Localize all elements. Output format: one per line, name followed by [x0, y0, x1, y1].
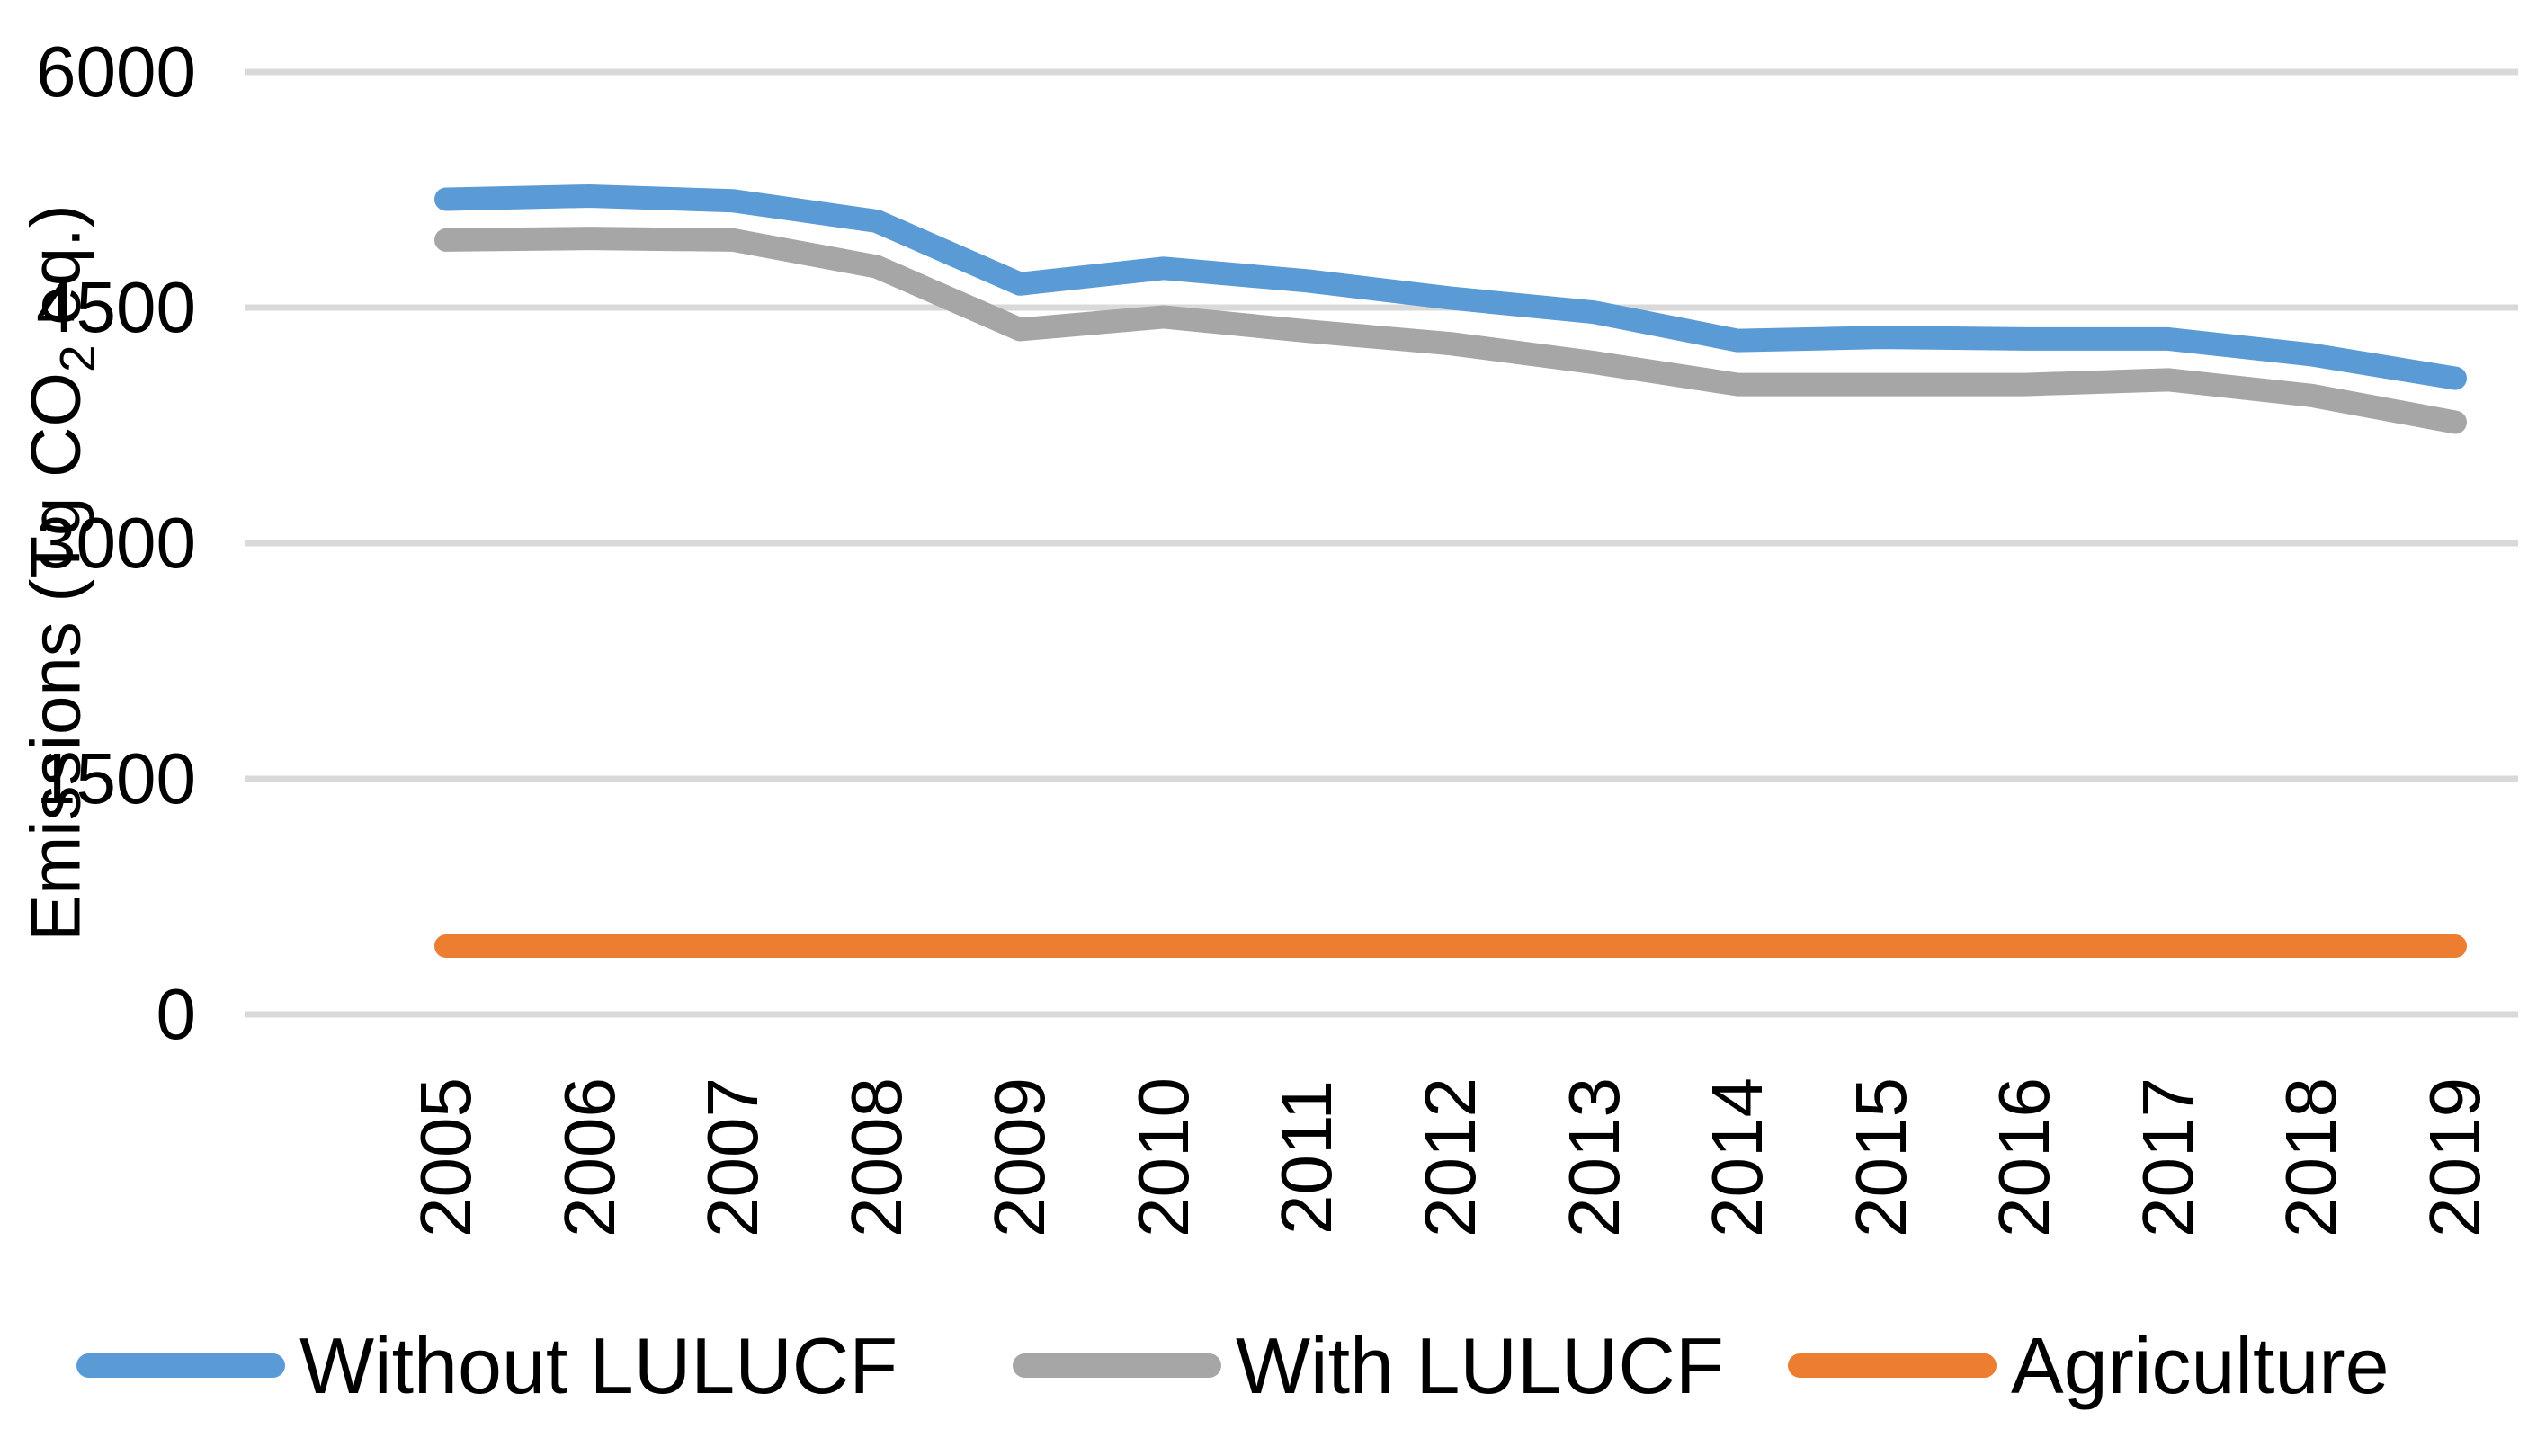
series-line-with-lulucf — [434, 227, 2467, 434]
y-tick-label-1500: 1500 — [36, 738, 196, 818]
x-tick-label-2007: 2007 — [692, 1077, 773, 1237]
y-tick-label-6000: 6000 — [36, 31, 196, 112]
series-line-without-lulucf — [434, 183, 2467, 390]
legend-item-with-lulucf: With LULUCF — [1013, 1318, 1724, 1413]
x-tick-label-2005: 2005 — [406, 1077, 486, 1237]
gridlines — [245, 68, 2518, 1018]
legend-item-agriculture: Agriculture — [1788, 1318, 2390, 1413]
x-tick-label-2015: 2015 — [1840, 1077, 1921, 1237]
y-axis-title-pre: Emissions (Tg CO — [15, 371, 95, 942]
legend-swatch-without-lulucf — [76, 1353, 285, 1378]
x-tick-label-2017: 2017 — [2127, 1077, 2208, 1237]
x-tick-label-2016: 2016 — [1984, 1077, 2065, 1237]
y-tick-label-0: 0 — [156, 974, 197, 1054]
legend-item-without-lulucf: Without LULUCF — [76, 1318, 898, 1413]
x-tick-label-2006: 2006 — [549, 1077, 630, 1237]
legend-swatch-with-lulucf — [1013, 1353, 1221, 1378]
x-tick-label-2019: 2019 — [2414, 1077, 2495, 1237]
series-lines — [434, 183, 2467, 959]
legend-label-agriculture: Agriculture — [2011, 1320, 2390, 1410]
legend-swatch-agriculture — [1788, 1353, 1997, 1378]
x-tick-label-2008: 2008 — [835, 1077, 916, 1237]
x-tick-label-2018: 2018 — [2271, 1077, 2352, 1237]
y-tick-label-3000: 3000 — [36, 503, 196, 583]
x-tick-label-2012: 2012 — [1409, 1077, 1490, 1237]
x-tick-label-2009: 2009 — [979, 1077, 1060, 1237]
legend-label-with-lulucf: With LULUCF — [1236, 1320, 1724, 1410]
x-tick-label-2014: 2014 — [1697, 1077, 1778, 1237]
x-tick-label-2011: 2011 — [1266, 1079, 1347, 1236]
x-tick-label-2013: 2013 — [1553, 1077, 1634, 1237]
y-tick-label-4500: 4500 — [36, 267, 196, 347]
legend-label-without-lulucf: Without LULUCF — [299, 1320, 898, 1410]
x-tick-label-2010: 2010 — [1122, 1077, 1203, 1237]
